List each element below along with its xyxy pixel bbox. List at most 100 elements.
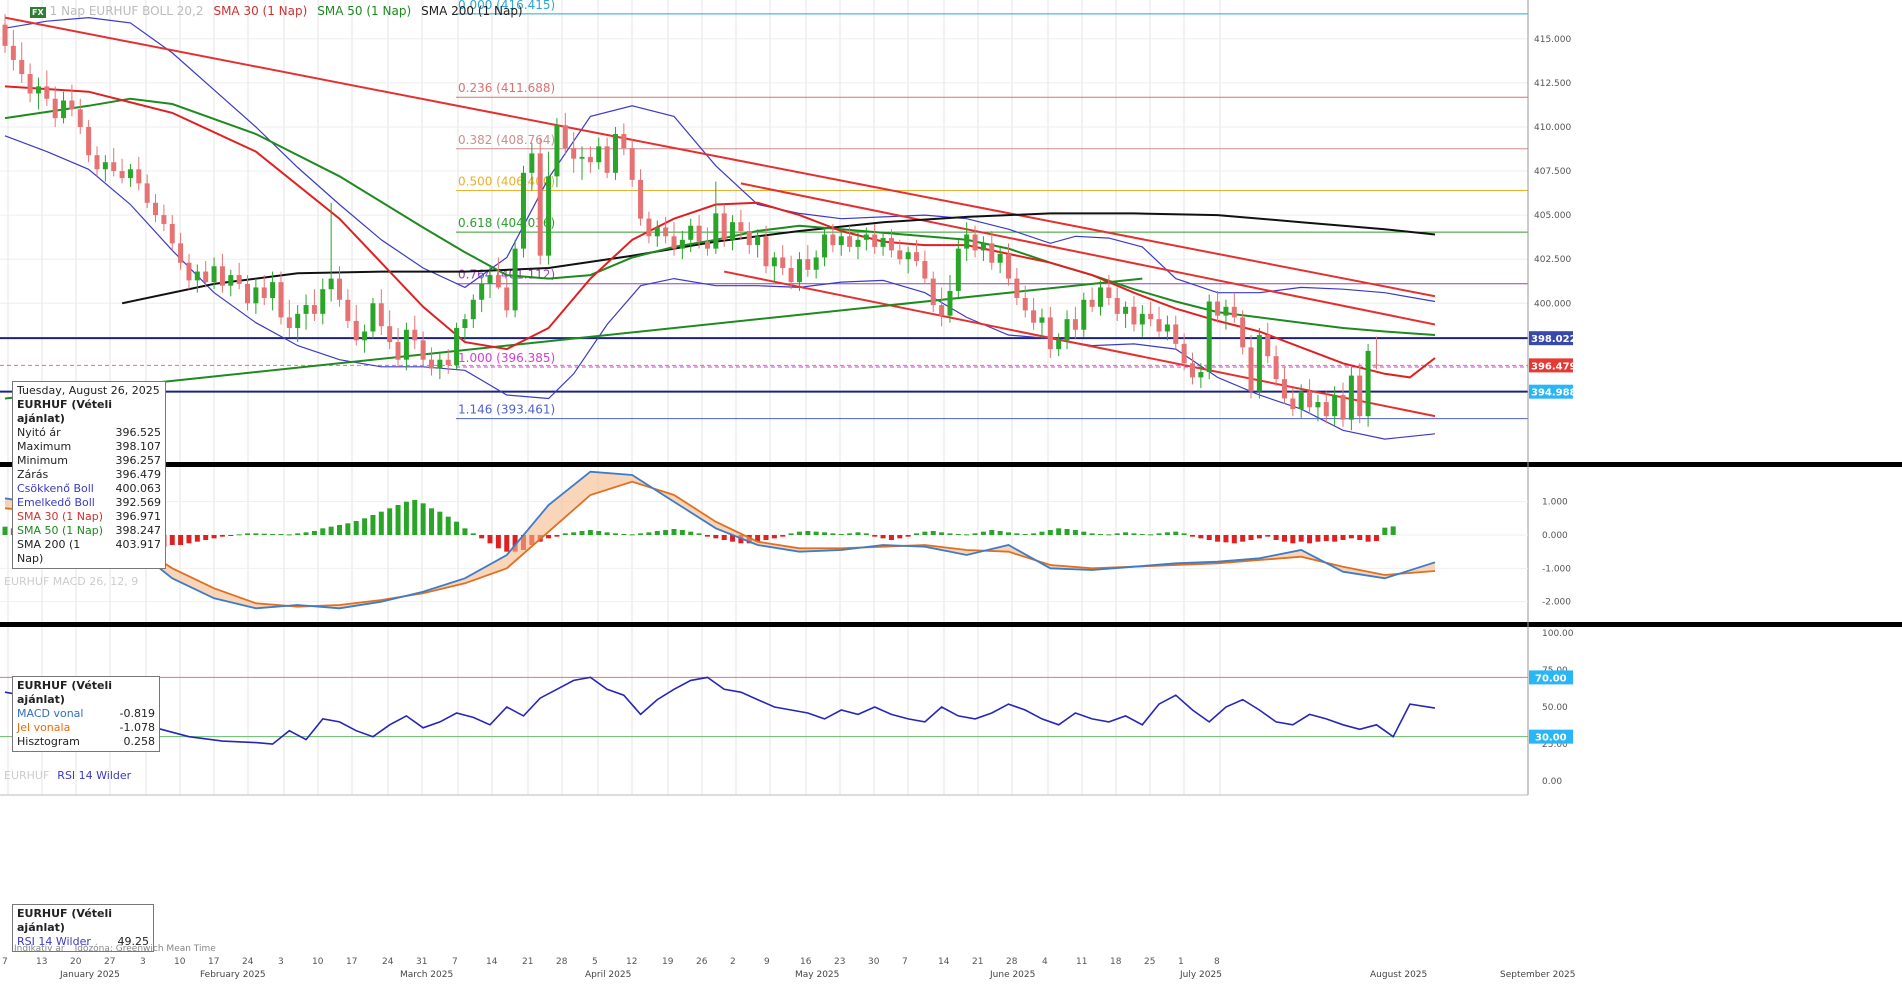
candle <box>1006 243 1012 286</box>
macd-histogram-bar <box>1148 534 1154 536</box>
macd-legend: EURHUF MACD 26, 12, 9 <box>4 575 139 588</box>
candle <box>721 204 727 247</box>
candle <box>997 246 1003 274</box>
candle-body <box>604 146 610 173</box>
candle-body <box>905 252 911 260</box>
candle <box>1039 308 1045 339</box>
x-day-label: 17 <box>346 957 357 967</box>
macd-histogram-bar <box>437 511 443 535</box>
macd_box-label: MACD vonal <box>17 707 84 720</box>
macd-histogram-bar <box>311 531 317 535</box>
candle-body <box>161 215 167 224</box>
x-day-label: 17 <box>208 957 219 967</box>
macd-histogram-bar <box>638 533 644 535</box>
candle-body <box>1097 287 1103 307</box>
macd-histogram-bar <box>395 505 401 535</box>
candle <box>428 347 434 376</box>
x-day-label: 10 <box>174 957 186 967</box>
macd-histogram-bar <box>646 532 652 535</box>
candle <box>270 271 276 311</box>
rsi-legend-label[interactable]: RSI 14 Wilder <box>57 769 132 782</box>
macd-histogram-bar <box>337 525 343 535</box>
info_box-label: Zárás <box>17 468 49 481</box>
info_box-value: 400.063 <box>115 482 162 495</box>
macd-info-instrument: EURHUF (Vételi ajánlat) <box>17 679 113 706</box>
candle-body <box>1189 363 1195 378</box>
macd-histogram-bar <box>1373 535 1379 541</box>
macd-histogram-bar <box>947 533 953 535</box>
candle <box>704 227 710 256</box>
rsi-tick-label: 50.00 <box>1542 703 1568 713</box>
candle <box>1231 292 1237 323</box>
candle <box>520 165 526 258</box>
fib-level-label: 0.618 (404.036) <box>458 216 555 230</box>
macd-histogram-bar <box>1231 535 1237 544</box>
candle-body <box>822 234 828 258</box>
legend-sma30[interactable]: SMA 30 (1 Nap) <box>213 4 308 18</box>
x-month-label: April 2025 <box>585 970 631 980</box>
macd-histogram-bar <box>1081 531 1087 535</box>
candle <box>2 14 8 53</box>
macd-histogram-bar <box>1181 533 1187 535</box>
info_box-value: 398.107 <box>115 440 162 453</box>
macd_box-row: MACD vonal -0.819 <box>17 707 155 721</box>
macd-histogram-bar <box>1014 533 1020 535</box>
candle-body <box>546 176 552 256</box>
info_box-label: Csökkenő Boll <box>17 482 94 495</box>
rsi-line <box>4 676 1436 745</box>
candle-body <box>696 225 702 242</box>
macd_box-label: Jel vonala <box>17 721 71 734</box>
legend-sma50[interactable]: SMA 50 (1 Nap) <box>317 4 412 18</box>
info_box-value: 392.569 <box>115 496 162 509</box>
macd-histogram-bar <box>1256 535 1262 539</box>
candle <box>838 229 844 256</box>
candle <box>546 151 552 265</box>
candle-body <box>621 134 627 149</box>
candle-body <box>780 257 786 269</box>
candle-body <box>1307 391 1313 408</box>
x-day-label: 3 <box>140 957 146 967</box>
candle <box>621 123 627 156</box>
macd-histogram-bar <box>838 534 844 535</box>
info_box-row: Nyitó ár 396.525 <box>17 426 161 440</box>
legend-sma200[interactable]: SMA 200 (1 Nap) <box>421 4 523 18</box>
candle <box>387 310 393 350</box>
candle <box>261 275 267 306</box>
candle-body <box>704 241 710 249</box>
macd-info-box: EURHUF (Vételi ajánlat) MACD vonal -0.819… <box>12 676 160 752</box>
macd-histogram-bar <box>989 530 995 535</box>
candle-body <box>395 342 401 360</box>
candle-body <box>1022 298 1028 311</box>
candle <box>863 227 869 251</box>
macd_box-label: Hisztogram <box>17 735 80 748</box>
candle <box>847 225 853 253</box>
candle <box>629 139 635 187</box>
macd-histogram-bar <box>1315 535 1321 542</box>
candle <box>1106 275 1112 306</box>
macd-histogram-bar <box>654 531 660 535</box>
macd-histogram-bar <box>863 533 869 535</box>
candle <box>989 231 995 270</box>
macd-histogram-bar <box>872 535 878 537</box>
fib-level-label: 0.236 (411.688) <box>458 81 555 95</box>
macd-histogram-bar <box>587 530 593 535</box>
candle-body <box>746 231 752 246</box>
candle <box>755 229 761 258</box>
macd-histogram-bar <box>253 533 259 535</box>
candle-body <box>136 169 142 184</box>
candle <box>345 289 351 328</box>
macd-histogram-bar <box>1340 535 1346 540</box>
macd-histogram-bar <box>847 533 853 535</box>
candle <box>1148 301 1154 327</box>
candle <box>1290 387 1296 417</box>
candle-body <box>888 238 894 251</box>
candle <box>939 287 945 327</box>
candle <box>470 294 476 328</box>
candle-body <box>930 278 936 306</box>
candle <box>479 275 485 313</box>
candle-body <box>2 24 8 46</box>
fib-level-label: 0.382 (408.764) <box>458 133 555 147</box>
candle-body <box>1081 299 1087 330</box>
candle <box>638 169 644 226</box>
candle-body <box>470 299 476 320</box>
